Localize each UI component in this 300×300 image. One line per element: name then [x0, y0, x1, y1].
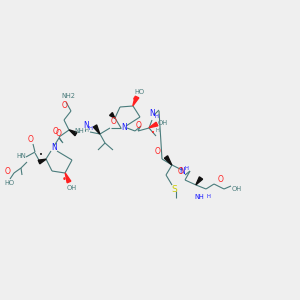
- Text: O: O: [56, 130, 62, 139]
- Text: •: •: [39, 152, 43, 158]
- Polygon shape: [110, 112, 115, 118]
- Text: H: H: [154, 115, 158, 119]
- Polygon shape: [133, 96, 139, 106]
- Text: N: N: [51, 143, 57, 152]
- Text: NH2: NH2: [61, 93, 75, 99]
- Text: H: H: [84, 128, 88, 134]
- Text: O: O: [28, 136, 34, 145]
- Text: O: O: [178, 167, 184, 176]
- Text: OH: OH: [158, 120, 168, 126]
- Text: N: N: [83, 121, 89, 130]
- Text: HO: HO: [134, 89, 144, 95]
- Text: O: O: [136, 121, 142, 130]
- Text: HN: HN: [16, 153, 26, 159]
- Text: N: N: [179, 167, 185, 176]
- Text: •: •: [132, 95, 136, 104]
- Polygon shape: [149, 122, 158, 128]
- Text: H: H: [155, 128, 159, 133]
- Polygon shape: [93, 125, 100, 134]
- Text: S: S: [171, 184, 177, 194]
- Polygon shape: [69, 130, 77, 136]
- Text: H: H: [184, 166, 188, 170]
- Text: OH: OH: [67, 185, 77, 191]
- Text: O: O: [111, 118, 117, 127]
- Polygon shape: [164, 156, 172, 165]
- Text: H: H: [88, 125, 92, 130]
- Text: NH: NH: [194, 194, 204, 200]
- Text: OH: OH: [232, 186, 242, 192]
- Text: N: N: [149, 110, 155, 118]
- Polygon shape: [196, 177, 202, 185]
- Text: O: O: [218, 176, 224, 184]
- Text: O: O: [62, 101, 68, 110]
- Text: •: •: [151, 130, 155, 136]
- Text: HO: HO: [4, 180, 14, 186]
- Text: NH: NH: [74, 128, 84, 134]
- Text: •: •: [61, 176, 66, 184]
- Text: O: O: [5, 167, 11, 176]
- Text: N: N: [121, 124, 127, 133]
- Text: H: H: [206, 194, 210, 200]
- Text: O: O: [155, 148, 161, 157]
- Polygon shape: [38, 159, 46, 164]
- Text: O: O: [53, 127, 59, 136]
- Polygon shape: [65, 173, 71, 183]
